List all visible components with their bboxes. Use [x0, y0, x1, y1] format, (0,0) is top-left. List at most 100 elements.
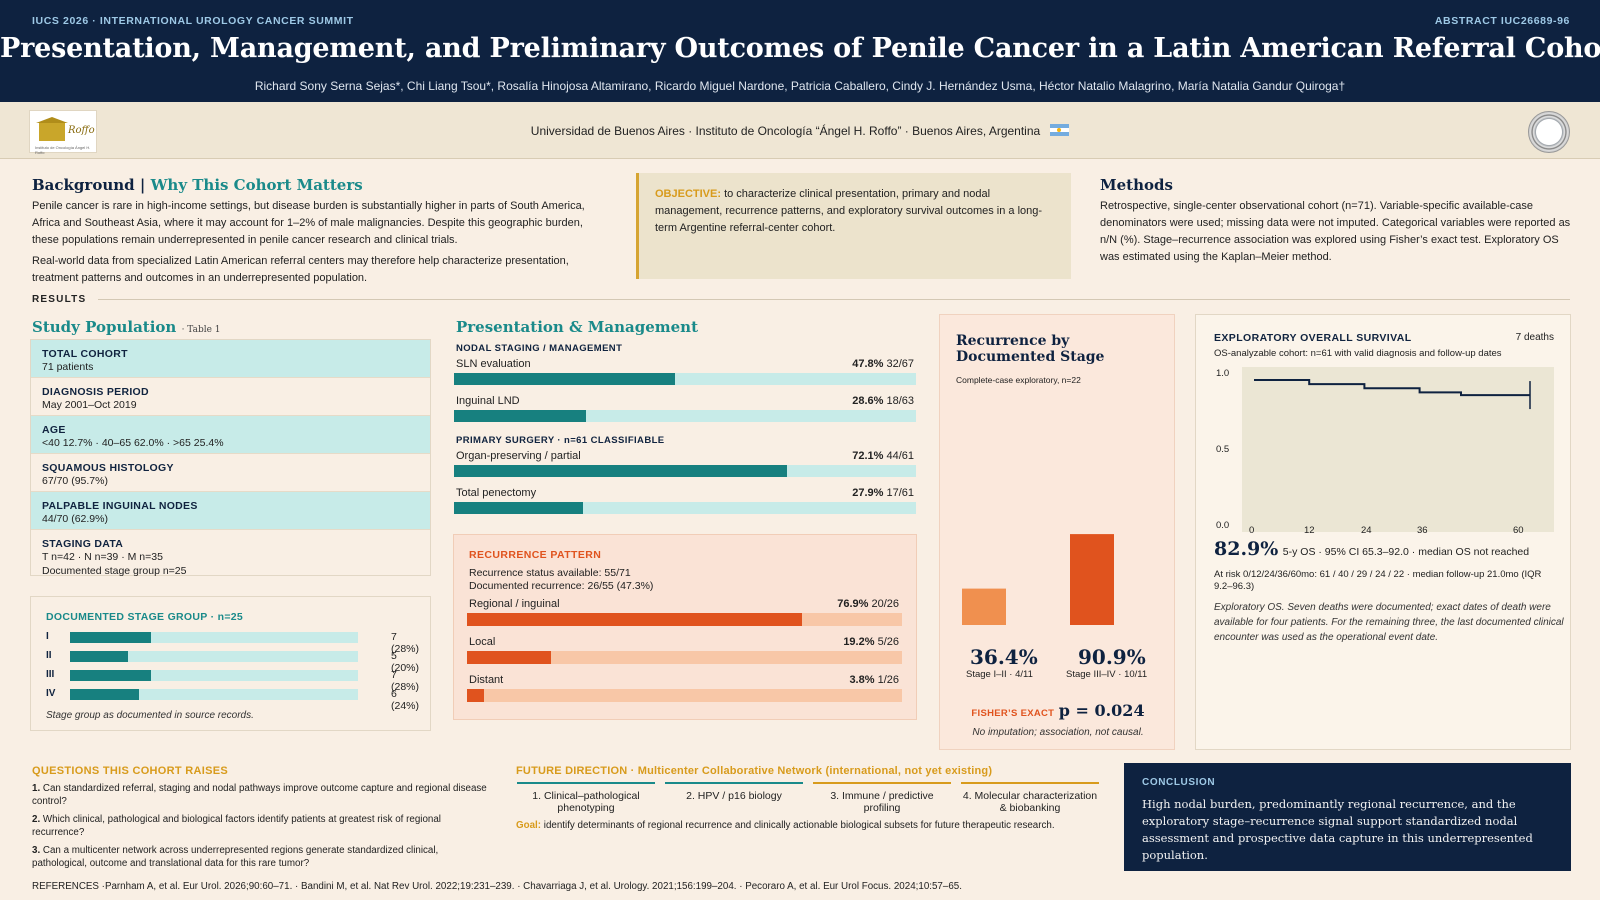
row-key: AGE	[42, 424, 66, 436]
stage-bar	[70, 632, 151, 643]
institution-band: Roffo Instituto de Oncología Ángel H. Ro…	[0, 102, 1600, 159]
question-number: 3.	[32, 845, 41, 856]
row-value: May 2001–Oct 2019	[42, 399, 137, 411]
stage-row: IV 6 (24%)	[46, 688, 419, 712]
stage-row: II 5 (20%)	[46, 650, 419, 674]
stage-group-caption: Stage I–II · 4/11	[966, 669, 1033, 680]
fisher-p-value: p = 0.024	[1058, 701, 1145, 720]
recurrence-bar-2	[1070, 534, 1114, 625]
bar-fill	[467, 651, 551, 664]
recurrence-meta: Recurrence status available: 55/71 Docume…	[469, 567, 901, 593]
overall-survival-panel: EXPLORATORY OVERALL SURVIVAL 7 deaths OS…	[1195, 314, 1571, 750]
nodal-subtitle: NODAL STAGING / MANAGEMENT	[456, 343, 623, 354]
conclusion-text: High nodal burden, predominantly regiona…	[1142, 797, 1533, 862]
future-steps: 1. Clinical–pathological phenotyping 2. …	[516, 782, 1102, 814]
bar-percent: 76.9%	[837, 598, 869, 610]
conclusion-title: CONCLUSION	[1142, 777, 1216, 788]
conclusion-box: CONCLUSION High nodal burden, predominan…	[1124, 763, 1571, 871]
bar-track	[454, 465, 916, 477]
study-population-subtitle: · Table 1	[181, 325, 221, 335]
nodal-bar-item: SLN evaluation 47.8% 32/67	[454, 354, 916, 391]
row-key: DIAGNOSIS PERIOD	[42, 386, 149, 398]
bar-track	[454, 373, 916, 385]
y-tick-label: 0.5	[1216, 444, 1230, 455]
question-text: Can a multicenter network across underre…	[32, 845, 439, 869]
bar-track	[454, 410, 916, 422]
row-key: PALPABLE INGUINAL NODES	[42, 500, 198, 512]
bar-value: 27.9% 17/61	[852, 487, 914, 499]
background-title-accent: Why This Cohort Matters	[150, 176, 363, 194]
argentina-flag-icon	[1050, 124, 1070, 136]
stage-bar	[70, 651, 128, 662]
recurrence-bar-item: Regional / inguinal 76.9% 20/26	[467, 593, 902, 631]
bar-percent: 27.9%	[852, 487, 884, 499]
bar-fill	[467, 613, 802, 626]
bar-label: Distant	[469, 674, 504, 686]
results-divider	[98, 299, 1570, 300]
recurrence-meta-status: Recurrence status available: 55/71	[469, 567, 631, 579]
table-row: TOTAL COHORT 71 patients	[31, 340, 430, 378]
x-tick-label: 60	[1513, 525, 1524, 536]
bar-label: Regional / inguinal	[469, 598, 560, 610]
bar-fraction: 44/61	[886, 450, 914, 462]
bar-fraction: 5/26	[877, 636, 899, 648]
recurrence-pattern-box: RECURRENCE PATTERN Recurrence status ava…	[453, 534, 917, 720]
stage-count: 7 (28%)	[391, 631, 420, 655]
stage-group-value: 36.4%	[970, 645, 1038, 669]
row-value: 71 patients	[42, 361, 94, 373]
question-text: Which clinical, pathological and biologi…	[32, 814, 441, 838]
references: REFERENCES ·Parnham A, et al. Eur Urol. …	[32, 881, 962, 892]
stage-label: III	[46, 669, 55, 680]
stage-group-note: Stage group as documented in source reco…	[46, 710, 254, 721]
recurrence-by-stage-note: No imputation; association, not causal.	[972, 727, 1144, 738]
future-step: 1. Clinical–pathological phenotyping	[516, 782, 656, 814]
future-direction-title: FUTURE DIRECTION · Multicenter Collabora…	[516, 765, 993, 777]
bar-fill	[454, 502, 583, 514]
row-value: 67/70 (95.7%)	[42, 475, 108, 487]
stage-row: III 7 (28%)	[46, 669, 419, 693]
stage-label: II	[46, 650, 52, 661]
stage-group-title: DOCUMENTED STAGE GROUP · n=25	[46, 611, 244, 623]
bar-track	[467, 613, 902, 626]
bar-fraction: 18/63	[886, 395, 914, 407]
stage-label: I	[46, 631, 49, 642]
institution-name-text: Universidad de Buenos Aires · Instituto …	[530, 124, 1041, 138]
objective-text: to characterize clinical presentation, p…	[655, 188, 1043, 234]
stage-label: IV	[46, 688, 56, 699]
stage-bar-track	[70, 689, 358, 700]
os-kpi-text: 5-y OS · 95% CI 65.3–92.0 · median OS no…	[1282, 546, 1530, 558]
methods-text: Retrospective, single-center observation…	[1100, 200, 1571, 263]
stage-bar-track	[70, 651, 358, 662]
surgery-subtitle: PRIMARY SURGERY · n=61 CLASSIFIABLE	[456, 435, 665, 446]
questions-title: QUESTIONS THIS COHORT RAISES	[32, 765, 229, 777]
stage-bar-track	[70, 670, 358, 681]
bar-value: 28.6% 18/63	[852, 395, 914, 407]
results-label: RESULTS	[32, 294, 87, 305]
bar-track	[454, 502, 916, 514]
objective-box: OBJECTIVE: to characterize clinical pres…	[636, 173, 1071, 279]
bar-value: 47.8% 32/67	[852, 358, 914, 370]
university-seal-logo	[1528, 111, 1570, 153]
background-paragraph-2: Real-world data from specialized Latin A…	[32, 255, 569, 284]
km-plot-area	[1242, 367, 1554, 532]
x-tick-label: 0	[1249, 525, 1255, 536]
os-deaths: 7 deaths	[1515, 332, 1554, 343]
row-value-secondary: Documented stage group n=25	[42, 565, 187, 577]
fisher-test: FISHER’S EXACT p = 0.024	[940, 701, 1176, 721]
row-key: STAGING DATA	[42, 538, 124, 550]
recurrence-by-stage-panel: Recurrence by Documented Stage Complete-…	[939, 314, 1175, 750]
x-tick-label: 36	[1417, 525, 1428, 536]
recurrence-by-stage-subtitle: Complete-case exploratory, n=22	[956, 375, 1081, 385]
os-cohort: OS-analyzable cohort: n=61 with valid di…	[1214, 348, 1502, 359]
table-row: SQUAMOUS HISTOLOGY 67/70 (95.7%)	[31, 454, 430, 492]
bar-fill	[454, 373, 675, 385]
os-note: Exploratory OS. Seven deaths were docume…	[1214, 602, 1564, 643]
table-row: STAGING DATA T n=42 · N n=39 · M n=35 Docu…	[31, 530, 430, 577]
study-population-table: TOTAL COHORT 71 patients DIAGNOSIS PERIOD…	[30, 339, 431, 577]
stage-bar-track	[70, 632, 358, 643]
table-row: PALPABLE INGUINAL NODES 44/70 (62.9%)	[31, 492, 430, 530]
y-tick-label: 1.0	[1216, 368, 1230, 379]
objective-label: OBJECTIVE:	[655, 188, 722, 200]
bar-label: SLN evaluation	[456, 358, 531, 370]
background-title: Background | Why This Cohort Matters	[32, 176, 612, 194]
